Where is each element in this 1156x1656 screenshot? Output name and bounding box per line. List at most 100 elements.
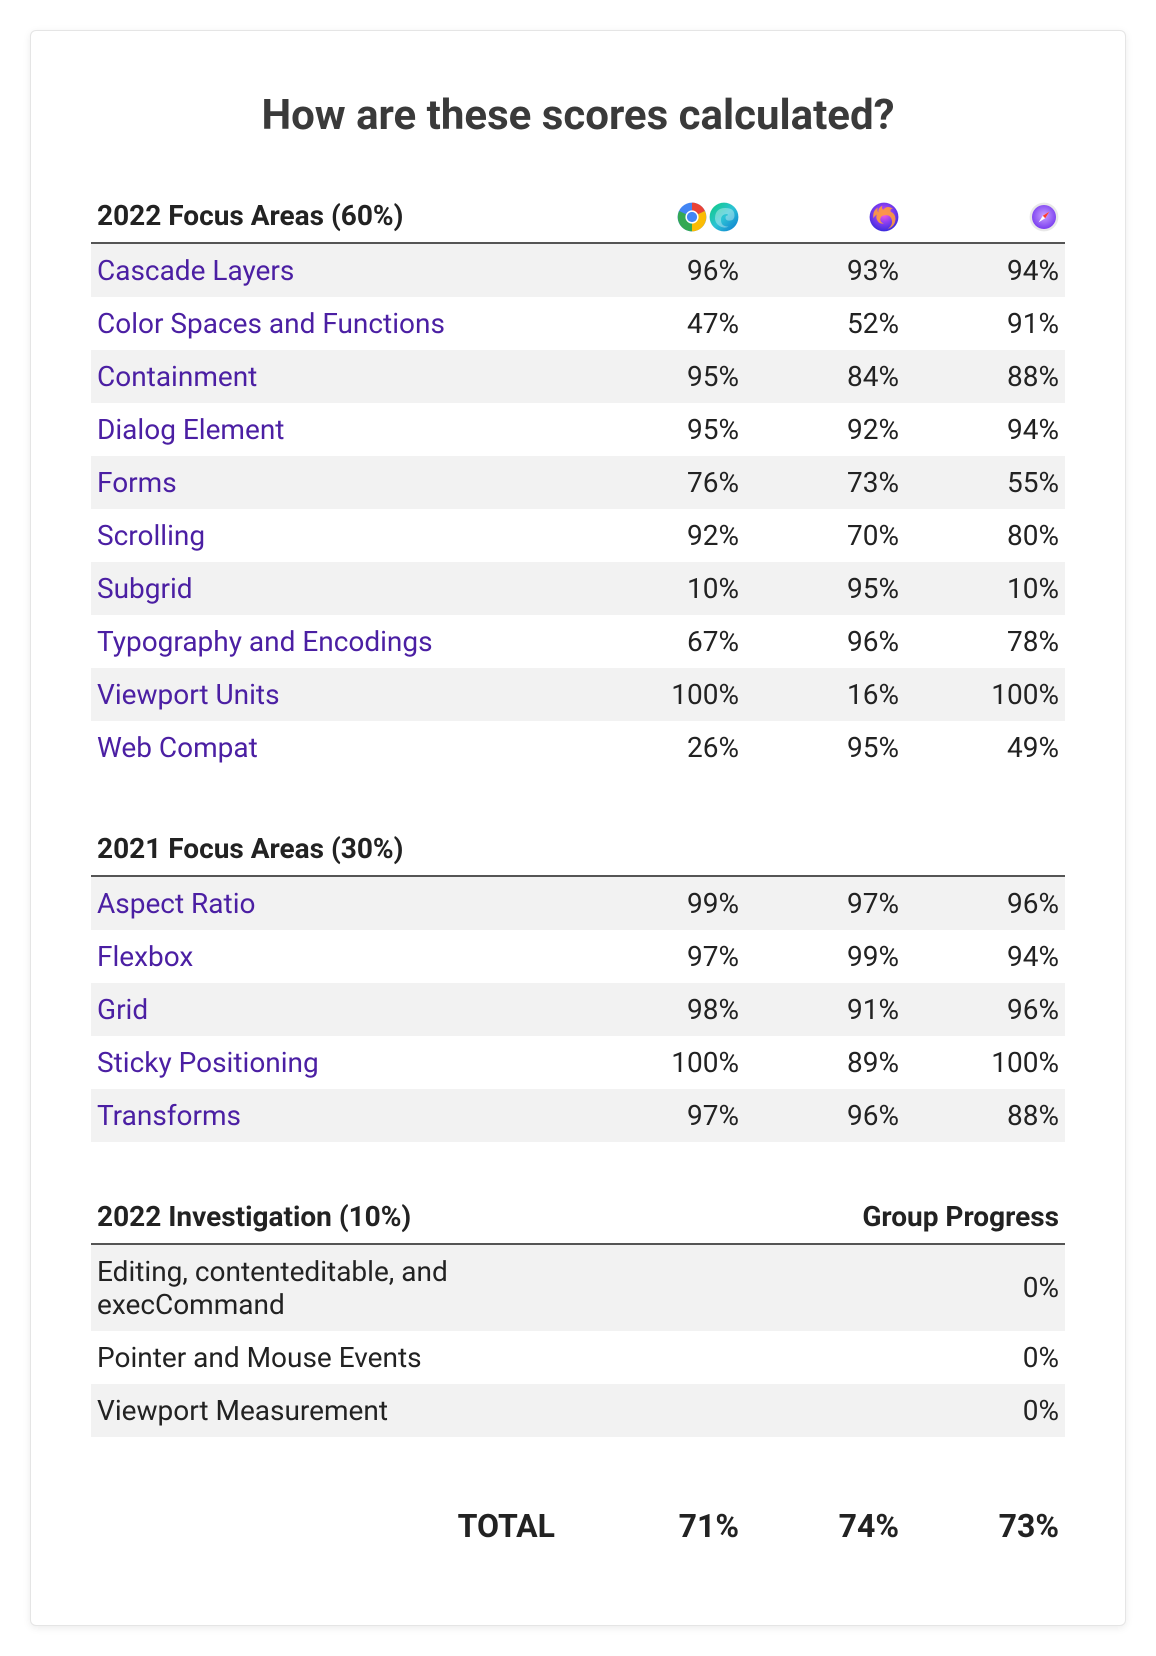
- focus-area-name: Sticky Positioning: [91, 1036, 585, 1089]
- focus-area-link[interactable]: Dialog Element: [97, 413, 284, 446]
- score-value: 92%: [745, 403, 905, 456]
- focus-area-link[interactable]: Containment: [97, 360, 257, 393]
- table-row: Dialog Element 95%92%94%: [91, 403, 1065, 456]
- score-value: 67%: [585, 615, 745, 668]
- table-row: Color Spaces and Functions47%52%91%: [91, 297, 1065, 350]
- score-value: 97%: [745, 876, 905, 930]
- score-value: 100%: [585, 668, 745, 721]
- score-value: 94%: [905, 930, 1065, 983]
- page: How are these scores calculated? 2022 Fo…: [0, 0, 1156, 1656]
- sections-container: 2022 Focus Areas (60%)Cascade Layers96%9…: [91, 190, 1065, 1437]
- score-value: 0%: [905, 1384, 1065, 1437]
- focus-area-link[interactable]: Sticky Positioning: [97, 1046, 319, 1079]
- investigation-name: Viewport Measurement: [97, 1394, 388, 1427]
- score-value: 95%: [585, 403, 745, 456]
- scores-section: 2022 Focus Areas (60%)Cascade Layers96%9…: [91, 190, 1065, 774]
- score-value: 94%: [905, 403, 1065, 456]
- totals-value: 73%: [905, 1507, 1065, 1545]
- section-header: 2022 Investigation (10%): [91, 1192, 585, 1244]
- score-value: 91%: [745, 983, 905, 1036]
- table-row: Viewport Measurement 0%: [91, 1384, 1065, 1437]
- score-value: 95%: [585, 350, 745, 403]
- focus-area-name: Grid: [91, 983, 585, 1036]
- focus-area-link[interactable]: Forms: [97, 466, 177, 499]
- score-value: 49%: [905, 721, 1065, 774]
- totals-row: TOTAL 71% 74% 73%: [91, 1477, 1065, 1545]
- focus-area-name: Aspect Ratio: [91, 876, 585, 930]
- score-value: 96%: [905, 876, 1065, 930]
- table-row: Viewport Units100%16%100%: [91, 668, 1065, 721]
- score-value: 80%: [905, 509, 1065, 562]
- table-row: Aspect Ratio 99%97%96%: [91, 876, 1065, 930]
- table-row: Forms 76%73%55%: [91, 456, 1065, 509]
- scores-table: 2022 Investigation (10%)Group ProgressEd…: [91, 1192, 1065, 1437]
- focus-area-link[interactable]: Transforms: [97, 1099, 241, 1132]
- focus-area-link[interactable]: Grid: [97, 993, 148, 1026]
- focus-area-link[interactable]: Subgrid: [97, 572, 193, 605]
- edge-dev-icon: [709, 198, 739, 232]
- table-row: Flexbox97%99%94%: [91, 930, 1065, 983]
- focus-area-name: Viewport Units: [91, 668, 585, 721]
- score-value: 94%: [905, 243, 1065, 297]
- score-value: 96%: [585, 243, 745, 297]
- table-row: Pointer and Mouse Events 0%: [91, 1331, 1065, 1384]
- focus-area-name: Transforms: [91, 1089, 585, 1142]
- score-value: 92%: [585, 509, 745, 562]
- score-value: 97%: [585, 1089, 745, 1142]
- focus-area-link[interactable]: Typography and Encodings: [97, 625, 433, 658]
- score-value: 93%: [745, 243, 905, 297]
- browser-column-header: [905, 824, 1065, 876]
- score-value: 96%: [745, 1089, 905, 1142]
- focus-area-name: Viewport Measurement: [91, 1384, 585, 1437]
- table-row: Web Compat26%95%49%: [91, 721, 1065, 774]
- totals-value: 74%: [745, 1507, 905, 1545]
- score-value: 10%: [585, 562, 745, 615]
- focus-area-link[interactable]: Color Spaces and Functions: [97, 307, 445, 340]
- page-title: How are these scores calculated?: [91, 91, 1065, 140]
- table-row: Transforms97%96%88%: [91, 1089, 1065, 1142]
- scores-section: 2021 Focus Areas (30%)Aspect Ratio99%97%…: [91, 824, 1065, 1142]
- focus-area-link[interactable]: Viewport Units: [97, 678, 280, 711]
- scores-card: How are these scores calculated? 2022 Fo…: [30, 30, 1126, 1626]
- table-row: Containment95%84%88%: [91, 350, 1065, 403]
- focus-area-link[interactable]: Scrolling: [97, 519, 205, 552]
- score-value: 55%: [905, 456, 1065, 509]
- score-value: 0%: [905, 1331, 1065, 1384]
- table-row: Typography and Encodings67%96%78%: [91, 615, 1065, 668]
- focus-area-name: Dialog Element: [91, 403, 585, 456]
- score-value: 95%: [745, 562, 905, 615]
- score-value: 70%: [745, 509, 905, 562]
- browser-column-header: [745, 824, 905, 876]
- focus-area-link[interactable]: Aspect Ratio: [97, 887, 255, 920]
- safari-tp-icon: [1029, 198, 1059, 232]
- score-value: 91%: [905, 297, 1065, 350]
- score-value: 73%: [745, 456, 905, 509]
- empty-cell: [745, 1384, 905, 1437]
- table-row: Cascade Layers 96%93%94%: [91, 243, 1065, 297]
- table-row: Scrolling 92%70%80%: [91, 509, 1065, 562]
- score-value: 84%: [745, 350, 905, 403]
- score-value: 96%: [905, 983, 1065, 1036]
- empty-cell: [585, 1244, 745, 1331]
- firefox-nightly-icon: [869, 198, 899, 232]
- focus-area-name: Editing, contenteditable, and execComman…: [91, 1244, 585, 1331]
- score-value: 98%: [585, 983, 745, 1036]
- score-value: 99%: [585, 876, 745, 930]
- score-value: 95%: [745, 721, 905, 774]
- table-row: Editing, contenteditable, and execComman…: [91, 1244, 1065, 1331]
- section-header: 2022 Focus Areas (60%): [91, 190, 585, 243]
- focus-area-link[interactable]: Web Compat: [97, 731, 258, 764]
- focus-area-link[interactable]: Flexbox: [97, 940, 193, 973]
- chrome-dev-icon: [677, 198, 707, 232]
- focus-area-name: Forms: [91, 456, 585, 509]
- browser-column-header: [585, 824, 745, 876]
- focus-area-name: Flexbox: [91, 930, 585, 983]
- scores-section: 2022 Investigation (10%)Group ProgressEd…: [91, 1192, 1065, 1437]
- focus-area-name: Pointer and Mouse Events: [91, 1331, 585, 1384]
- focus-area-name: Containment: [91, 350, 585, 403]
- score-value: 76%: [585, 456, 745, 509]
- score-value: 16%: [745, 668, 905, 721]
- focus-area-link[interactable]: Cascade Layers: [97, 254, 294, 287]
- score-value: 100%: [585, 1036, 745, 1089]
- score-value: 99%: [745, 930, 905, 983]
